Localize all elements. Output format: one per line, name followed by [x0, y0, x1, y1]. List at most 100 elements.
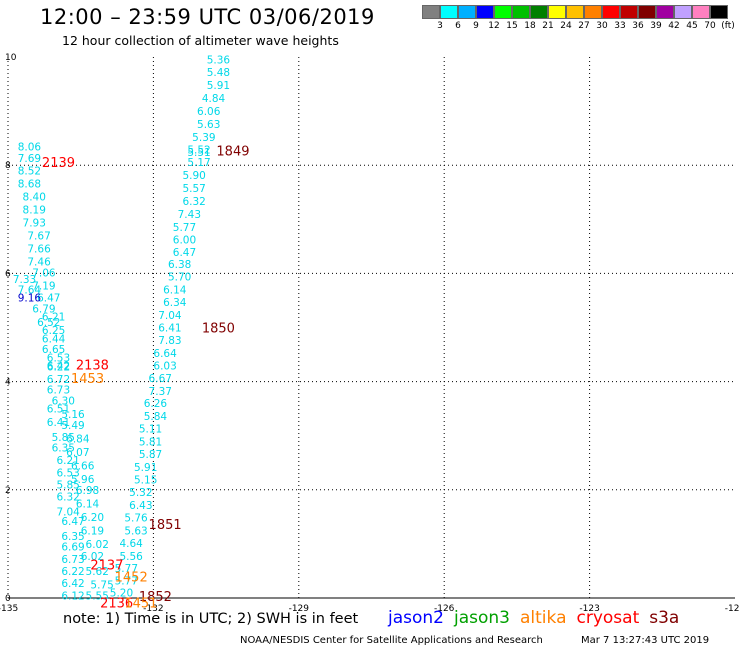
footer-timestamp: Mar 7 13:27:43 UTC 2019 — [581, 635, 710, 646]
colorbar-swatch — [638, 5, 656, 19]
wave-height-label: 5.75 — [90, 579, 113, 591]
legend-jason2: jason2 — [388, 608, 444, 628]
wave-height-label: 7.46 — [27, 256, 51, 268]
x-tick-label: -123 — [579, 604, 599, 614]
wave-height-label: 6.35 — [52, 443, 75, 455]
wave-height-label: 7.04 — [158, 310, 182, 322]
wave-height-label: 7.43 — [178, 209, 201, 221]
orbit-number-label: 1850 — [202, 322, 235, 337]
wave-height-label: 5.48 — [207, 67, 230, 79]
wave-height-label: 6.12 — [61, 590, 84, 602]
wave-height-label: 4.64 — [119, 538, 143, 550]
colorbar-swatch — [440, 5, 458, 19]
wave-height-label: 8.19 — [23, 205, 46, 217]
wave-height-label: 6.64 — [153, 348, 177, 360]
wave-height-label: 6.72 — [47, 374, 70, 386]
colorbar-swatch — [674, 5, 692, 19]
wave-height-label: 5.70 — [168, 272, 191, 284]
wave-height-label: 5.63 — [124, 525, 147, 537]
colorbar-label: 42 — [668, 21, 680, 31]
x-tick-label: -135 — [0, 604, 18, 614]
wave-height-label: 6.19 — [81, 525, 104, 537]
colorbar-swatch — [710, 5, 728, 19]
wave-height-label: 5.16 — [61, 409, 85, 421]
colorbar-label: 15 — [506, 21, 518, 31]
wave-height-label: 6.00 — [173, 234, 196, 246]
colorbar-label: (ft) — [721, 21, 735, 31]
wave-height-label: 8.06 — [18, 141, 42, 153]
colorbar-label: 6 — [455, 21, 461, 31]
legend-cryosat: cryosat — [576, 608, 640, 628]
wave-height-label: 6.26 — [144, 398, 168, 410]
wave-height-label: 5.77 — [173, 222, 196, 234]
wave-height-label: 6.03 — [153, 360, 176, 372]
wave-height-label: 7.67 — [27, 231, 50, 243]
wave-height-label: 7.04 — [56, 506, 80, 518]
wave-height-label: 5.32 — [129, 487, 152, 499]
x-tick-label: -132 — [143, 604, 163, 614]
wave-height-label: 7.83 — [158, 335, 181, 347]
wave-height-label: 5.87 — [139, 449, 162, 461]
y-tick-label: 6 — [5, 269, 11, 279]
wave-height-label: 5.11 — [139, 424, 162, 436]
colorbar-swatch — [620, 5, 638, 19]
wave-height-label: 6.47 — [37, 293, 60, 305]
wave-height-label: 6.25 — [42, 325, 65, 337]
wave-height-label: 6.22 — [47, 361, 70, 373]
wave-height-label: 5.49 — [61, 420, 84, 432]
colorbar-label: 18 — [524, 21, 536, 31]
legend-altika: altika — [520, 608, 567, 628]
wave-height-label: 5.36 — [207, 55, 231, 67]
satellite-legend: jason2 jason3 altika cryosat s3a — [388, 608, 689, 628]
wave-height-label: 7.66 — [27, 244, 51, 256]
wave-height-label: 6.02 — [86, 539, 109, 551]
wave-height-label: 5.81 — [139, 437, 162, 449]
colorbar-labels: 3 6 9 12 15 18 21 24 27 30 33 36 39 42 45 70 (ft) — [422, 21, 740, 33]
colorbar-swatch — [656, 5, 674, 19]
wave-height-label: 5.76 — [124, 512, 148, 524]
colorbar-label: 3 — [437, 21, 443, 31]
colorbar — [422, 5, 728, 19]
footer-note: note: 1) Time is in UTC; 2) SWH is in fe… — [63, 611, 359, 627]
chart-title: 12:00 – 23:59 UTC 03/06/2019 — [40, 5, 375, 29]
orbit-number-label: 2136 — [100, 596, 133, 611]
wave-height-label: 6.42 — [47, 360, 70, 372]
colorbar-swatch — [458, 5, 476, 19]
colorbar-swatch — [566, 5, 584, 19]
wave-height-label: 6.69 — [61, 542, 84, 554]
wave-height-label: 6.32 — [56, 491, 79, 503]
wave-height-label: 5.85 — [52, 432, 75, 444]
wave-height-label: 6.52 — [37, 317, 60, 329]
wave-height-label: 6.42 — [61, 578, 84, 590]
wave-height-label: 6.34 — [163, 297, 187, 309]
wave-height-label: 5.90 — [182, 170, 205, 182]
wave-height-label: 6.84 — [66, 433, 90, 445]
wave-height-label: 5.55 — [86, 590, 109, 602]
wave-height-label: 5.39 — [192, 132, 215, 144]
colorbar-swatch — [476, 5, 494, 19]
wave-height-label: 7.37 — [149, 386, 172, 398]
wave-height-label: 6.43 — [129, 500, 152, 512]
wave-height-label: 5.56 — [119, 551, 143, 563]
wave-height-label: 6.21 — [42, 312, 65, 324]
colorbar-label: 36 — [632, 21, 644, 31]
wave-height-label: 6.30 — [52, 396, 75, 408]
orbit-number-label: 1453 — [71, 372, 104, 387]
orbit-number-label: 1851 — [149, 518, 182, 533]
orbit-number-label: 1451 — [124, 596, 157, 611]
orbit-number-label: 2138 — [76, 358, 109, 373]
colorbar-swatch — [422, 5, 440, 19]
wave-height-label: 7.19 — [32, 280, 55, 292]
wave-height-label: 4.84 — [202, 93, 226, 105]
wave-height-label: 6.73 — [61, 554, 84, 566]
colorbar-swatch — [530, 5, 548, 19]
wave-height-label: 5.77 — [115, 576, 138, 588]
legend-s3a: s3a — [649, 608, 680, 628]
wave-height-label: 8.68 — [18, 179, 41, 191]
colorbar-swatch — [692, 5, 710, 19]
wave-height-label: 5.17 — [187, 157, 210, 169]
wave-height-label: 5.91 — [134, 462, 157, 474]
y-tick-label: 2 — [5, 486, 11, 496]
wave-height-label: 6.51 — [47, 404, 70, 416]
